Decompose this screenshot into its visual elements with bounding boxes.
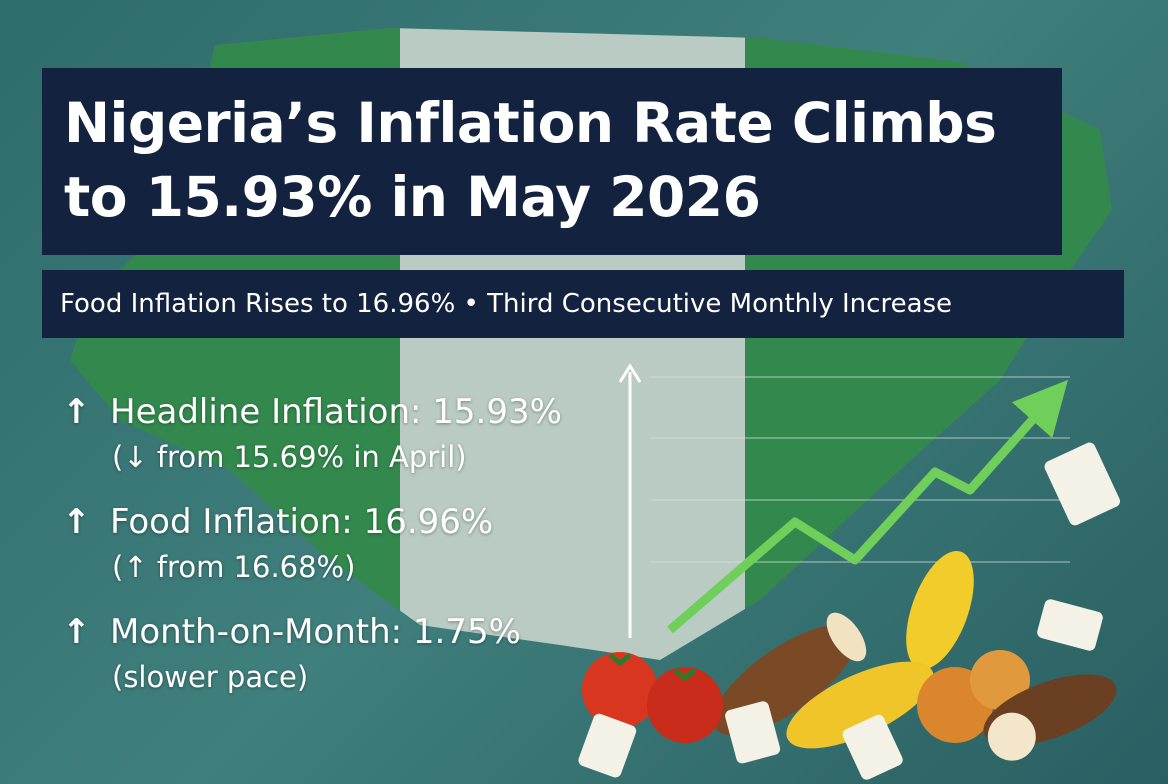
stat-label: Food Inflation: 16.96% <box>110 502 494 542</box>
stat-label: Month-on-Month: 1.75% <box>110 612 521 652</box>
title: Nigeria’s Inflation Rate Climbs to 15.93… <box>64 91 997 229</box>
title-banner: Nigeria’s Inflation Rate Climbs to 15.93… <box>42 68 1062 255</box>
stat-note: (↑ from 16.68%) <box>112 550 356 584</box>
stat-heading: ↑ Month-on-Month: 1.75% <box>62 608 622 656</box>
subtitle: Food Inflation Rises to 16.96% • Third C… <box>60 289 953 319</box>
stat-heading: ↑ Food Inflation: 16.96% <box>62 498 622 546</box>
stats-list: ↑ Headline Inflation: 15.93% (↓ from 15.69… <box>62 388 622 718</box>
stat-item: ↑ Food Inflation: 16.96% (↑ from 16.68%) <box>62 498 622 588</box>
stat-arrow: ↑ <box>62 502 91 542</box>
stat-note: (↓ from 15.69% in April) <box>112 440 467 474</box>
decor-axis-arrow <box>618 363 642 383</box>
decor-grid <box>650 376 1070 563</box>
decor-trend <box>667 379 1068 634</box>
stat-arrow: ↑ <box>62 612 91 652</box>
food-illustration <box>578 442 1121 780</box>
subtitle-banner: Food Inflation Rises to 16.96% • Third C… <box>42 270 1124 338</box>
stat-heading: ↑ Headline Inflation: 15.93% <box>62 388 622 436</box>
stat-arrow: ↑ <box>62 392 91 432</box>
stat-note: (slower pace) <box>112 660 309 694</box>
stat-label: Headline Inflation: 15.93% <box>110 392 562 432</box>
stat-item: ↑ Headline Inflation: 15.93% (↓ from 15.69… <box>62 388 622 478</box>
stat-item: ↑ Month-on-Month: 1.75% (slower pace) <box>62 608 622 698</box>
